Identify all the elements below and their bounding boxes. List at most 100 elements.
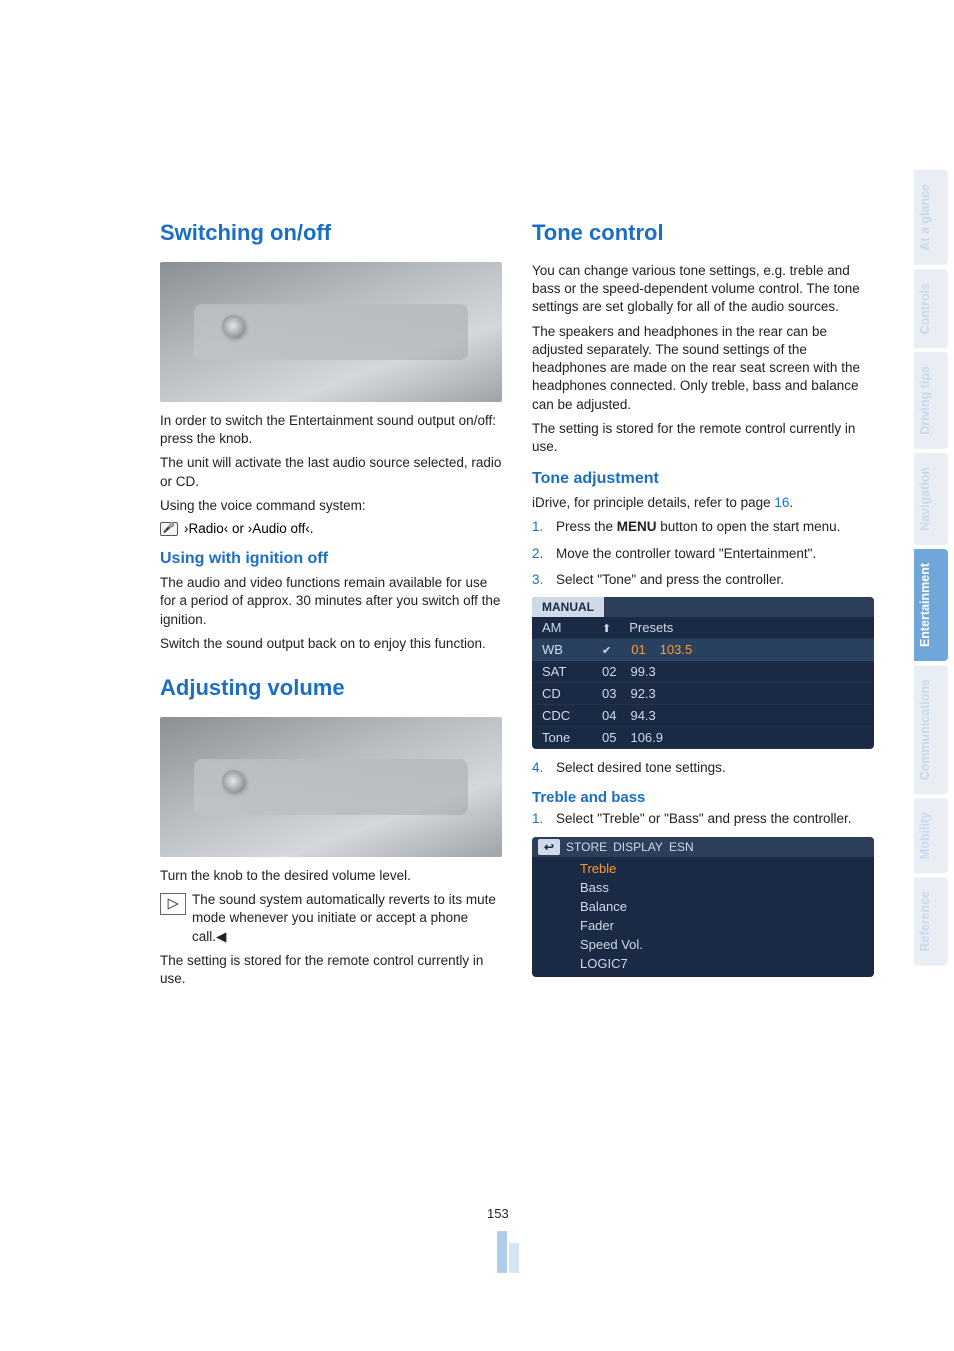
tab-mobility[interactable]: Mobility xyxy=(914,798,948,873)
text-vol-2: The setting is stored for the remote con… xyxy=(160,952,502,988)
tab-navigation[interactable]: Navigation xyxy=(914,453,948,545)
dashboard-photo-1 xyxy=(160,262,502,402)
heading-tone-adj: Tone adjustment xyxy=(532,470,874,488)
heading-volume: Adjusting volume xyxy=(160,675,502,701)
screen1-cd-n: 03 xyxy=(602,686,616,701)
page: Switching on/off In order to switch the … xyxy=(0,0,954,1351)
screen1-cdc-v: 94.3 xyxy=(630,708,655,723)
tip-box: The sound system automatically reverts t… xyxy=(160,891,502,952)
tb-step-1: 1. Select "Treble" or "Bass" and press t… xyxy=(532,810,874,828)
text-ign-1: The audio and video functions remain ava… xyxy=(160,574,502,629)
voice-command-text: ›Radio‹ or ›Audio off‹. xyxy=(184,521,314,536)
step-2: 2. Move the controller toward "Entertain… xyxy=(532,545,874,563)
dashboard-photo-2 xyxy=(160,717,502,857)
text-switch-3: Using the voice command system: xyxy=(160,497,502,515)
tab-entertainment[interactable]: Entertainment xyxy=(914,549,948,661)
screen2-back-icon: ↩ xyxy=(538,839,560,855)
step-3: 3. Select "Tone" and press the controlle… xyxy=(532,571,874,589)
tab-driving-tips[interactable]: Driving tips xyxy=(914,352,948,449)
page-ref-16[interactable]: 16 xyxy=(774,495,789,510)
screen1-tab-manual: MANUAL xyxy=(532,597,604,617)
screen2-item-bass: Bass xyxy=(580,878,874,897)
tb-step-1-text: Select "Treble" or "Bass" and press the … xyxy=(556,811,852,826)
text-adj-intro: iDrive, for principle details, refer to … xyxy=(532,494,874,512)
screen1-row-wb: WB 01 103.5 xyxy=(532,639,874,661)
screen2-item-speedvol: Speed Vol. xyxy=(580,935,874,954)
step-num-3: 3. xyxy=(532,571,543,589)
step-num-1: 1. xyxy=(532,518,543,536)
screen2-tab-esn: ESN xyxy=(669,840,694,854)
screen1-tone-n: 05 xyxy=(602,730,616,745)
voice-command-line: 🎤 ›Radio‹ or ›Audio off‹. xyxy=(160,521,502,536)
step-1a: Press the xyxy=(556,519,617,534)
tab-at-a-glance[interactable]: At a glance xyxy=(914,170,948,265)
screen2-tab-display: DISPLAY xyxy=(613,840,663,854)
idrive-screen-presets: MANUAL AM Presets WB 01103.5 SAT 0299.3 … xyxy=(532,597,874,749)
text-ign-2: Switch the sound output back on to enjoy… xyxy=(160,635,502,653)
screen1-cdc-n: 04 xyxy=(602,708,616,723)
step-num-2: 2. xyxy=(532,545,543,563)
tb-steps: 1. Select "Treble" or "Bass" and press t… xyxy=(532,810,874,828)
screen1-row-tone: Tone 05106.9 xyxy=(532,727,874,749)
right-column: Tone control You can change various tone… xyxy=(532,220,874,1351)
screen2-list: Treble Bass Balance Fader Speed Vol. LOG… xyxy=(532,857,874,977)
adj-intro-a: iDrive, for principle details, refer to … xyxy=(532,495,774,510)
step-3-text: Select "Tone" and press the controller. xyxy=(556,572,784,587)
steps-list-2: 4. Select desired tone settings. xyxy=(532,759,874,777)
screen1-cd: CD xyxy=(542,686,602,701)
screen1-sat-n: 02 xyxy=(602,664,616,679)
screen1-sat: SAT xyxy=(542,664,602,679)
screen2-item-logic7: LOGIC7 xyxy=(580,954,874,973)
screen2-tabs: ↩ STORE DISPLAY ESN xyxy=(532,837,874,857)
screen2-item-balance: Balance xyxy=(580,897,874,916)
step-1b: button to open the start menu. xyxy=(657,519,841,534)
heading-switching: Switching on/off xyxy=(160,220,502,246)
screen1-am: AM xyxy=(542,620,602,635)
screen2-item-treble: Treble xyxy=(580,859,874,878)
screen1-row-am: AM Presets xyxy=(532,617,874,639)
screen1-sat-v: 99.3 xyxy=(630,664,655,679)
step-4: 4. Select desired tone settings. xyxy=(532,759,874,777)
text-tone-1: You can change various tone settings, e.… xyxy=(532,262,874,317)
text-switch-2: The unit will activate the last audio so… xyxy=(160,454,502,490)
step-1: 1. Press the MENU button to open the sta… xyxy=(532,518,874,536)
screen1-row-cd: CD 03 92.3 xyxy=(532,683,874,705)
heading-treble-bass: Treble and bass xyxy=(532,789,874,806)
screen1-row-cdc: CDC 04 94.3 xyxy=(532,705,874,727)
idrive-screen-tone: ↩ STORE DISPLAY ESN Treble Bass Balance … xyxy=(532,837,874,977)
screen1-tabbar: MANUAL xyxy=(532,597,874,617)
screen1-tone-v: 106.9 xyxy=(630,730,663,745)
tb-step-num-1: 1. xyxy=(532,810,543,828)
screen1-wb: WB xyxy=(542,642,602,657)
tab-controls[interactable]: Controls xyxy=(914,269,948,348)
side-tabs: At a glance Controls Driving tips Naviga… xyxy=(914,0,948,1351)
tab-communications[interactable]: Communications xyxy=(914,665,948,794)
heading-ignition: Using with ignition off xyxy=(160,550,502,568)
page-number: 153 xyxy=(487,1206,509,1221)
steps-list: 1. Press the MENU button to open the sta… xyxy=(532,518,874,589)
screen1-row-sat: SAT 02 99.3 xyxy=(532,661,874,683)
tab-reference[interactable]: Reference xyxy=(914,877,948,965)
text-vol-1: Turn the knob to the desired volume leve… xyxy=(160,867,502,885)
screen1-cd-v: 92.3 xyxy=(630,686,655,701)
page-decoration-bars xyxy=(497,1231,519,1273)
left-column: Switching on/off In order to switch the … xyxy=(160,220,502,1351)
screen2-tab-store: STORE xyxy=(566,840,607,854)
screen1-wb-n: 01 xyxy=(631,642,645,657)
voice-icon: 🎤 xyxy=(160,522,178,536)
text-tone-3: The setting is stored for the remote con… xyxy=(532,420,874,456)
presets-up-icon xyxy=(602,620,615,635)
screen1-cdc: CDC xyxy=(542,708,602,723)
tip-triangle-icon xyxy=(160,893,186,915)
step-num-4: 4. xyxy=(532,759,543,777)
step-4-text: Select desired tone settings. xyxy=(556,760,726,775)
screen1-wb-v: 103.5 xyxy=(660,642,693,657)
menu-word: MENU xyxy=(617,519,657,534)
screen2-item-fader: Fader xyxy=(580,916,874,935)
screen1-presets: Presets xyxy=(629,620,673,635)
screen1-check-icon xyxy=(602,642,617,657)
tip-text: The sound system automatically reverts t… xyxy=(192,891,502,946)
content-area: Switching on/off In order to switch the … xyxy=(0,0,914,1351)
adj-intro-b: . xyxy=(789,495,793,510)
text-tone-2: The speakers and headphones in the rear … xyxy=(532,323,874,414)
